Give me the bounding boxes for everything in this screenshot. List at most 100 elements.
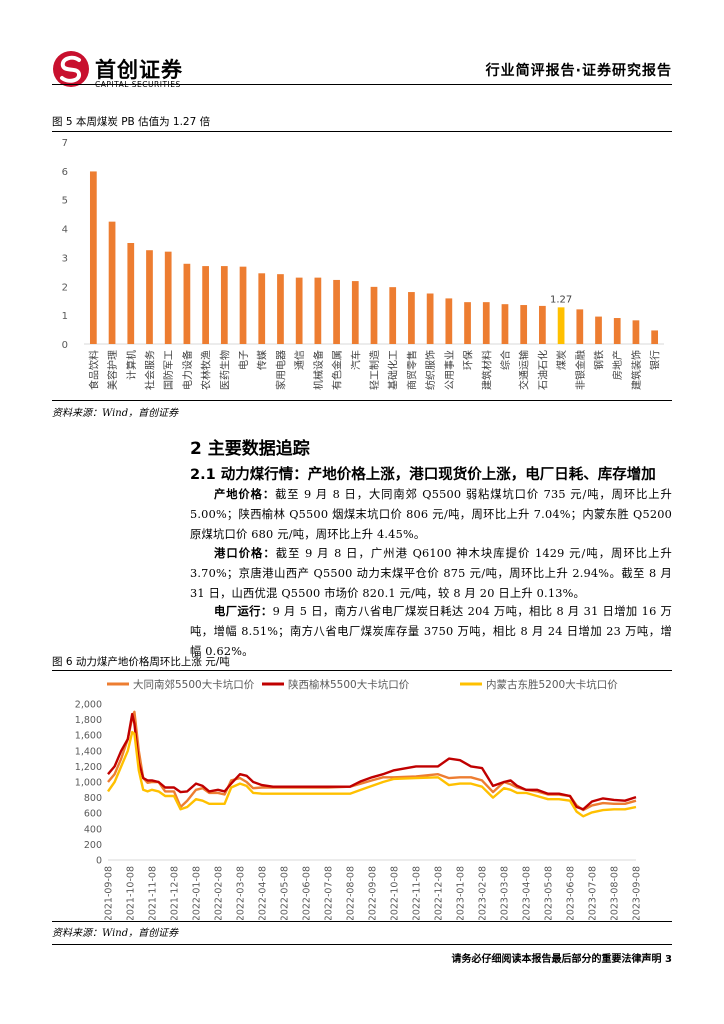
x-tick-label: 建筑材料 (480, 350, 493, 390)
paragraph-text: 9 月 5 日，南方八省电厂煤炭日耗达 204 万吨，相比 8 月 31 日增加… (190, 605, 672, 658)
x-tick-label: 2023-07-08 (588, 866, 599, 920)
paragraph-label: 产地价格： (214, 488, 276, 501)
x-tick-label: 银行 (649, 350, 662, 370)
y-tick-label: 5 (62, 196, 68, 207)
y-tick-label: 1,600 (75, 731, 102, 742)
legend-label: 大同南郊5500大卡坑口价 (133, 678, 255, 691)
pb-bar-chart: 0 1 2 3 4 5 6 7 食品饮料 美容护理 计算机 社会服务 国防军工 电力设备 农林牧渔 医药生物电… (62, 138, 664, 390)
x-tick-label: 钢铁 (593, 350, 606, 370)
x-tick-label: 传媒 (257, 350, 269, 370)
bar (576, 309, 584, 344)
x-tick-label: 2022-10-08 (390, 866, 401, 920)
bar (183, 263, 191, 344)
x-tick-label: 2022-12-08 (434, 866, 445, 920)
x-tick-label: 2021-11-08 (148, 866, 159, 920)
x-tick-label: 美容护理 (106, 350, 119, 390)
x-tick-label: 2021-09-08 (104, 866, 115, 920)
paragraph-label: 港口价格： (214, 547, 276, 560)
x-tick-label: 国防军工 (162, 350, 175, 390)
x-tick-label: 2023-08-08 (610, 866, 621, 920)
y-tick-label: 600 (84, 809, 102, 820)
bar (464, 302, 471, 344)
y-tick-label: 200 (84, 840, 102, 851)
paragraph-text: 截至 9 月 8 日，广州港 Q6100 神木块库提价 1429 元/吨，周环比… (190, 547, 672, 600)
x-tick-label: 计算机 (125, 350, 138, 380)
x-tick-label: 2022-07-08 (324, 866, 335, 920)
legend-label: 陕西榆林5500大卡坑口价 (288, 678, 410, 691)
x-tick-label: 农林牧渔 (200, 350, 213, 390)
header-rule (52, 84, 672, 85)
y-tick-label: 400 (84, 824, 102, 835)
bar-data-label: 1.27 (550, 294, 572, 305)
x-tick-label: 汽车 (349, 350, 362, 370)
y-tick-label: 2,000 (75, 700, 102, 711)
figure-6-bottom-rule (52, 921, 672, 922)
bar (146, 250, 153, 344)
coal-price-line-chart: 0 200 400 600 800 1,000 1,200 1,400 1,600 1,800 2,… (75, 678, 643, 920)
x-tick-label: 综合 (499, 350, 512, 370)
bar (351, 281, 359, 344)
figure-6-top-rule (52, 670, 672, 671)
x-tick-label: 通信 (294, 350, 306, 370)
x-tick-label: 2023-09-08 (632, 866, 643, 920)
bar (258, 273, 266, 344)
y-tick-label: 800 (84, 793, 102, 804)
footer-disclaimer: 请务必仔细阅读本报告最后部分的重要法律声明 3 (451, 954, 672, 965)
bar (520, 305, 528, 344)
series-line (107, 710, 637, 812)
bar (164, 251, 172, 344)
x-tick-label: 社会服务 (143, 350, 156, 390)
x-tick-label: 2022-05-08 (280, 866, 291, 920)
y-tick-label: 4 (62, 225, 68, 236)
x-tick-label: 食品饮料 (87, 350, 100, 390)
footer-rule (52, 944, 672, 945)
x-tick-label: 纺织服饰 (424, 350, 437, 390)
logo-emblem-icon (53, 51, 89, 87)
x-tick-label: 2023-01-08 (456, 866, 467, 920)
y-tick-label: 0 (96, 856, 102, 867)
x-tick-label: 2022-08-08 (346, 866, 357, 920)
x-tick-label: 商贸零售 (405, 350, 418, 390)
x-tick-label: 房地产 (611, 350, 624, 380)
x-tick-label: 电子 (237, 350, 250, 370)
bar (595, 316, 602, 344)
paragraph-label: 电厂运行： (214, 605, 273, 618)
y-tick-label: 1,800 (75, 715, 102, 726)
bar (202, 266, 209, 344)
bar (613, 318, 621, 344)
bar (632, 320, 640, 344)
bar (89, 171, 97, 344)
paragraph-origin-price: 产地价格：截至 9 月 8 日，大同南郊 Q5500 弱粘煤坑口价 735 元/… (190, 485, 672, 545)
y-tick-label: 1,200 (75, 762, 102, 773)
x-tick-label: 2023-04-08 (522, 866, 533, 920)
figure-6-source: 资料来源：Wind，首创证券 (52, 928, 179, 939)
x-tick-label: 煤炭 (555, 350, 568, 370)
x-tick-label: 轻工制造 (368, 350, 381, 390)
x-tick-label: 交通运输 (518, 350, 531, 390)
bar (333, 279, 340, 344)
bar (539, 305, 546, 344)
y-tick-label: 1,400 (75, 746, 102, 757)
series-line (107, 712, 637, 811)
series-line (107, 730, 637, 818)
bar (108, 221, 116, 344)
x-tick-label: 石油石化 (536, 350, 549, 390)
x-tick-label: 2023-06-08 (566, 866, 577, 920)
y-tick-label: 2 (62, 282, 68, 293)
figure-6-title: 图 6 动力煤产地价格周环比上涨 元/吨 (52, 656, 230, 668)
figure-5-top-rule (52, 131, 672, 132)
logo-text: 首创证券 (95, 58, 183, 82)
bar (370, 286, 378, 344)
bar (277, 274, 284, 344)
x-tick-label: 2022-04-08 (258, 866, 269, 920)
x-tick-label: 有色金属 (331, 350, 344, 390)
figure-5-title: 图 5 本周煤炭 PB 估值为 1.27 倍 (52, 116, 211, 128)
subsection-heading: 2.1 动力煤行情：产地价格上涨，港口现货价上涨，电厂日耗、库存增加 (190, 467, 656, 483)
x-tick-label: 2021-12-08 (170, 866, 181, 920)
x-tick-label: 2022-03-08 (236, 866, 247, 920)
section-heading: 2 主要数据追踪 (190, 439, 310, 459)
bar (220, 266, 228, 344)
bar (426, 293, 434, 344)
y-tick-label: 7 (62, 138, 68, 149)
paragraph-port-price: 港口价格：截至 9 月 8 日，广州港 Q6100 神木块库提价 1429 元/… (190, 544, 672, 604)
